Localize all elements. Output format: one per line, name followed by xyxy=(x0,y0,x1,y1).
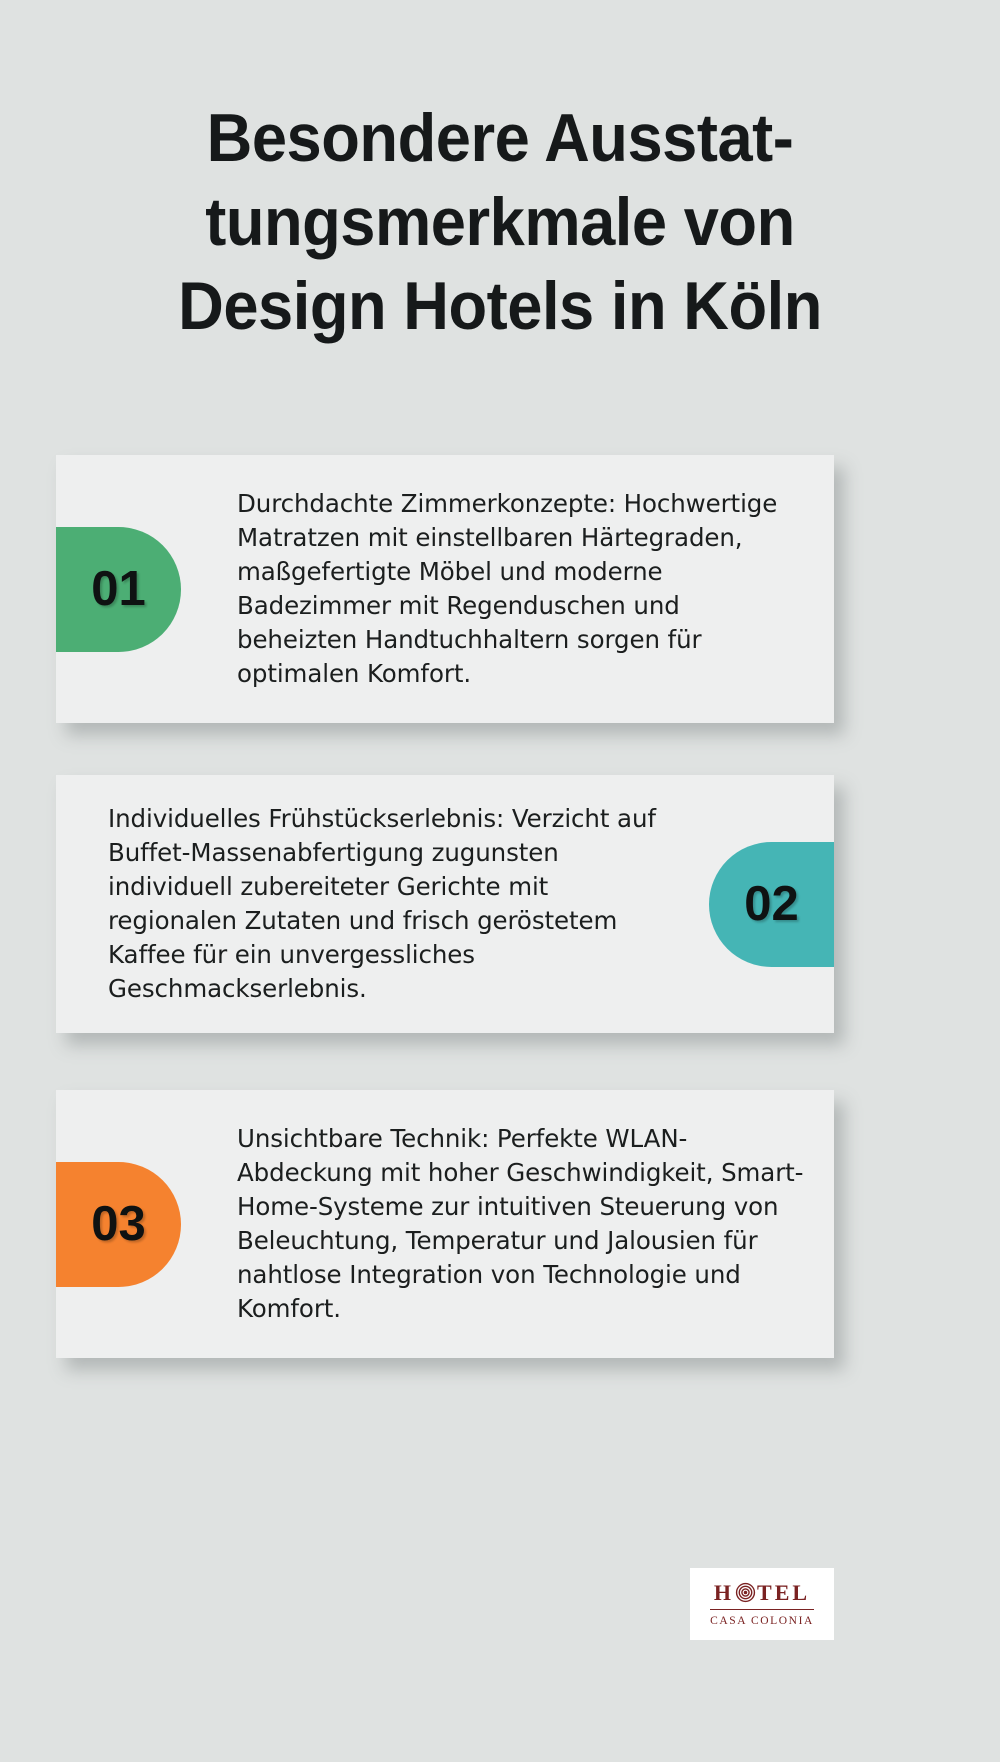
page-title-line-2: tungsmerkmale von xyxy=(205,184,795,260)
brand-logo-wordmark: H TEL xyxy=(713,1579,811,1605)
step-number-badge-01: 01 xyxy=(56,526,181,652)
page-title-line-1: Besondere Ausstat- xyxy=(206,100,794,176)
step-number-badge-03: 03 xyxy=(56,1161,181,1287)
feature-card-03-text: Unsichtbare Technik: Perfekte WLAN-Abdec… xyxy=(237,1124,804,1323)
feature-card-03: 03 Unsichtbare Technik: Perfekte WLAN-Ab… xyxy=(56,1090,834,1358)
brand-logo: H TEL CASA COLONIA xyxy=(690,1568,834,1640)
spiral-o-icon xyxy=(735,1582,756,1603)
feature-card-01: 01 Durchdachte Zimmerkonzepte: Hochwerti… xyxy=(56,455,834,723)
page-title-line-3: Design Hotels in Köln xyxy=(178,268,822,344)
step-number-badge-02: 02 xyxy=(709,841,834,967)
feature-card-02-text: Individuelles Frühstückserlebnis: Verzic… xyxy=(108,804,656,1003)
feature-card-03-inner: 03 Unsichtbare Technik: Perfekte WLAN-Ab… xyxy=(56,1090,834,1358)
page-title: Besondere Ausstat- tungsmerkmale von Des… xyxy=(0,96,1000,348)
brand-logo-subtitle: CASA COLONIA xyxy=(710,1614,814,1627)
feature-card-02-inner: 02 Individuelles Frühstückserlebnis: Ver… xyxy=(56,775,834,1033)
brand-logo-divider xyxy=(710,1608,814,1610)
feature-card-01-inner: 01 Durchdachte Zimmerkonzepte: Hochwerti… xyxy=(56,455,834,723)
brand-logo-h: H xyxy=(713,1579,735,1605)
brand-logo-tel: TEL xyxy=(757,1579,811,1605)
feature-card-02: 02 Individuelles Frühstückserlebnis: Ver… xyxy=(56,775,834,1033)
feature-card-01-text: Durchdachte Zimmerkonzepte: Hochwertige … xyxy=(237,489,778,688)
